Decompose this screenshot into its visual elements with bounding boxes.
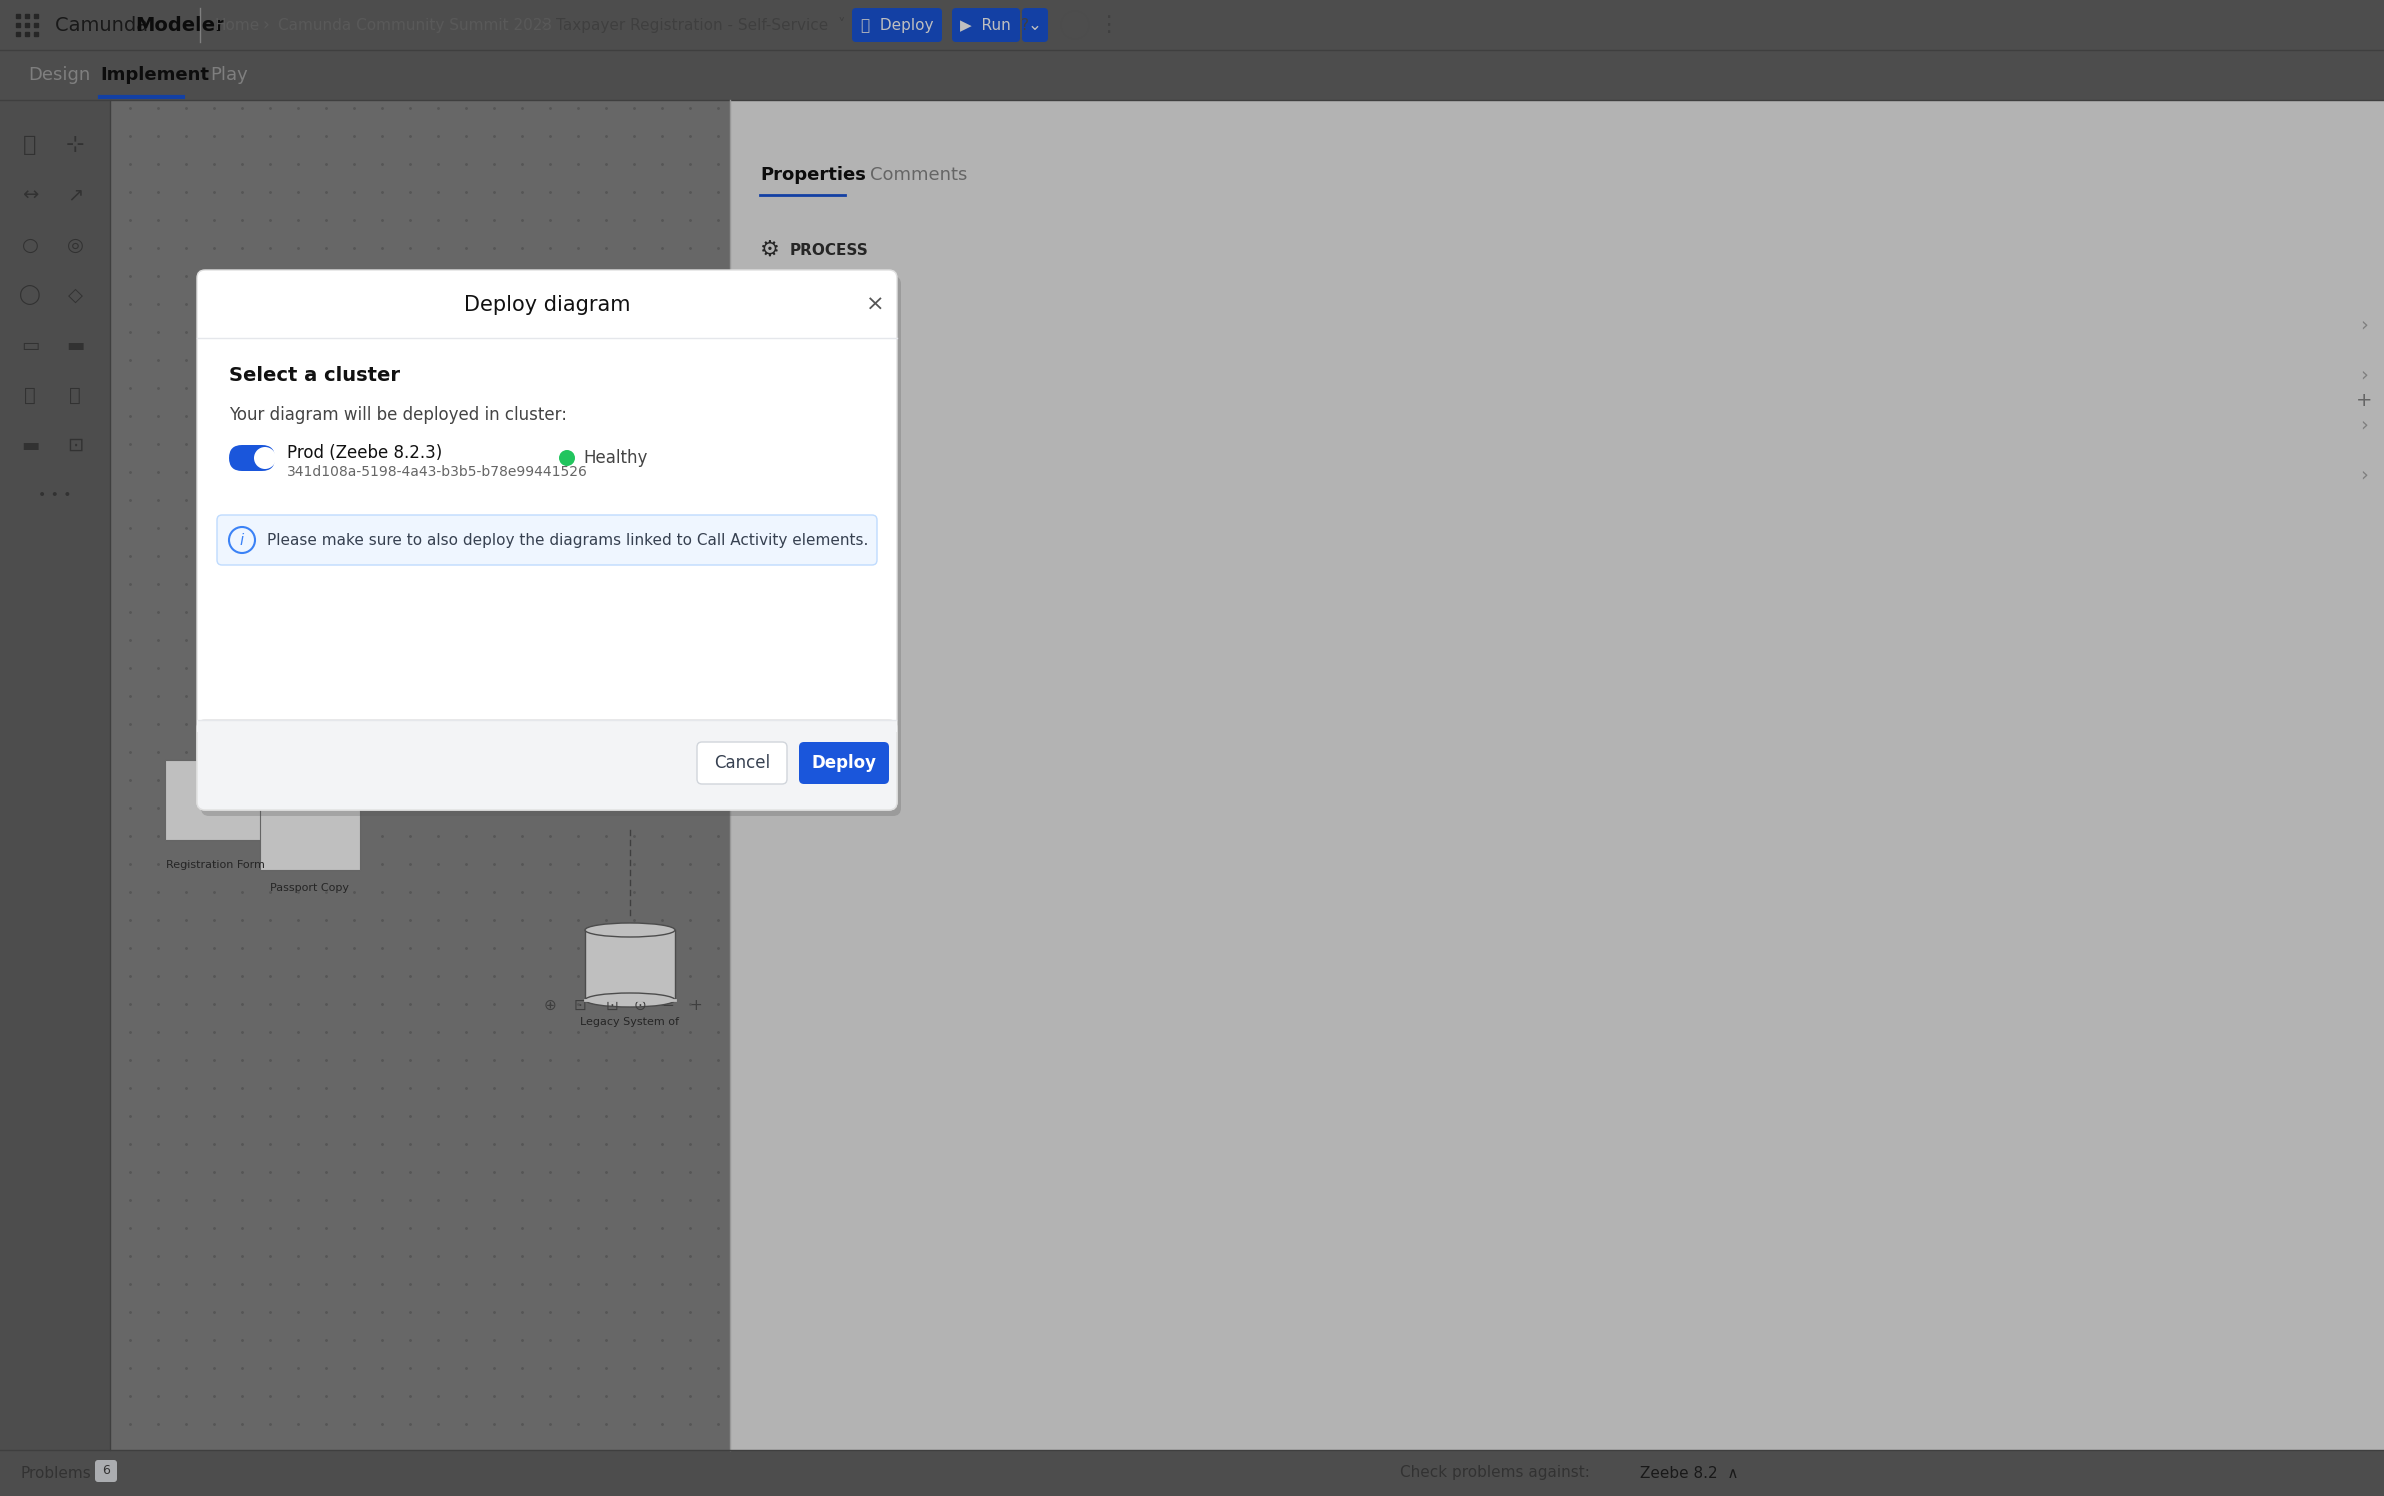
FancyBboxPatch shape — [260, 790, 360, 871]
Text: Problems: Problems — [19, 1466, 91, 1481]
Text: Design: Design — [29, 66, 91, 84]
Text: Legacy System of: Legacy System of — [579, 1017, 679, 1026]
Text: −: − — [663, 998, 675, 1013]
Text: Properties: Properties — [760, 166, 865, 184]
Text: ⊡: ⊡ — [575, 998, 586, 1013]
Text: ?: ? — [1020, 18, 1030, 33]
Text: Select a cluster: Select a cluster — [229, 365, 401, 384]
Text: 🗄: 🗄 — [69, 386, 81, 404]
FancyBboxPatch shape — [799, 742, 889, 784]
Text: Please make sure to also deploy the diagrams linked to Call Activity elements.: Please make sure to also deploy the diag… — [267, 533, 868, 548]
Text: PROCESS: PROCESS — [789, 242, 868, 257]
Text: ×: × — [865, 295, 884, 316]
FancyBboxPatch shape — [0, 1450, 2384, 1496]
Text: ›: › — [541, 16, 546, 34]
Circle shape — [255, 447, 277, 470]
Text: ▭: ▭ — [21, 335, 38, 355]
Text: Deploy: Deploy — [811, 754, 877, 772]
Text: ▶  Run: ▶ Run — [961, 18, 1011, 33]
FancyBboxPatch shape — [0, 49, 2384, 100]
Text: Deploy diagram: Deploy diagram — [465, 295, 629, 316]
Text: ▬: ▬ — [21, 435, 38, 455]
Text: ⊡: ⊡ — [606, 998, 617, 1013]
Text: Camunda: Camunda — [55, 15, 155, 34]
Text: +: + — [689, 998, 703, 1013]
FancyBboxPatch shape — [198, 269, 896, 809]
Text: Camunda Community Summit 2023: Camunda Community Summit 2023 — [279, 18, 553, 33]
Text: ⊹: ⊹ — [67, 135, 83, 156]
FancyBboxPatch shape — [229, 444, 274, 471]
Text: Play: Play — [210, 66, 248, 84]
Text: ▬: ▬ — [67, 335, 83, 355]
Text: Implement: Implement — [100, 66, 210, 84]
FancyBboxPatch shape — [584, 931, 675, 999]
FancyBboxPatch shape — [164, 760, 265, 839]
FancyBboxPatch shape — [730, 100, 2384, 1450]
Text: 341d108a-5198-4a43-b3b5-b78e99441526: 341d108a-5198-4a43-b3b5-b78e99441526 — [286, 465, 589, 479]
FancyBboxPatch shape — [0, 100, 110, 1450]
FancyBboxPatch shape — [951, 7, 1020, 42]
Text: ⚙: ⚙ — [760, 239, 780, 260]
Text: ›: › — [2360, 465, 2367, 485]
Text: Comments: Comments — [870, 166, 968, 184]
Text: Check problems against:: Check problems against: — [1399, 1466, 1590, 1481]
Text: Healthy: Healthy — [584, 449, 648, 467]
Text: Registration Form: Registration Form — [164, 860, 265, 871]
FancyBboxPatch shape — [0, 0, 2384, 49]
Text: Cancel: Cancel — [713, 754, 770, 772]
Text: Zeebe 8.2  ∧: Zeebe 8.2 ∧ — [1640, 1466, 1738, 1481]
Text: ›: › — [2360, 416, 2367, 434]
Text: 🗒: 🗒 — [24, 386, 36, 404]
Text: ⋮: ⋮ — [1097, 15, 1118, 34]
Text: ↔: ↔ — [21, 186, 38, 205]
Text: ⌄: ⌄ — [1028, 16, 1042, 34]
Text: ⊡: ⊡ — [67, 435, 83, 455]
FancyBboxPatch shape — [1023, 7, 1049, 42]
Text: 🚀  Deploy: 🚀 Deploy — [861, 18, 932, 33]
FancyBboxPatch shape — [696, 742, 787, 784]
FancyBboxPatch shape — [851, 7, 942, 42]
Text: ↗: ↗ — [67, 186, 83, 205]
Text: ◯: ◯ — [19, 286, 41, 305]
Ellipse shape — [584, 993, 675, 1007]
Text: Your diagram will be deployed in cluster:: Your diagram will be deployed in cluster… — [229, 405, 567, 423]
Text: ›: › — [2360, 365, 2367, 384]
FancyBboxPatch shape — [200, 275, 901, 815]
Text: ⊕: ⊕ — [544, 998, 555, 1013]
Text: Taxpayer Registration - Self-Service  ˅: Taxpayer Registration - Self-Service ˅ — [555, 16, 846, 33]
Text: 6: 6 — [103, 1465, 110, 1478]
FancyBboxPatch shape — [95, 1460, 117, 1483]
Circle shape — [558, 450, 575, 465]
Text: +: + — [2355, 390, 2372, 410]
FancyBboxPatch shape — [198, 720, 896, 732]
Text: Prod (Zeebe 8.2.3): Prod (Zeebe 8.2.3) — [286, 444, 443, 462]
Text: ›: › — [2360, 316, 2367, 335]
Ellipse shape — [584, 923, 675, 936]
FancyBboxPatch shape — [198, 720, 896, 809]
Text: Passport Copy: Passport Copy — [269, 883, 350, 893]
Text: ◎: ◎ — [67, 235, 83, 254]
Text: Modeler: Modeler — [136, 15, 224, 34]
Text: • • •: • • • — [38, 488, 72, 503]
Text: ⊙: ⊙ — [634, 998, 646, 1013]
Text: i: i — [241, 533, 243, 548]
Text: Home: Home — [215, 18, 260, 33]
Text: ✋: ✋ — [24, 135, 36, 156]
Text: ○: ○ — [21, 235, 38, 254]
Text: ⊞: ⊞ — [968, 15, 987, 34]
Text: ◇: ◇ — [67, 286, 83, 305]
FancyBboxPatch shape — [217, 515, 877, 565]
Text: ›: › — [262, 16, 269, 34]
